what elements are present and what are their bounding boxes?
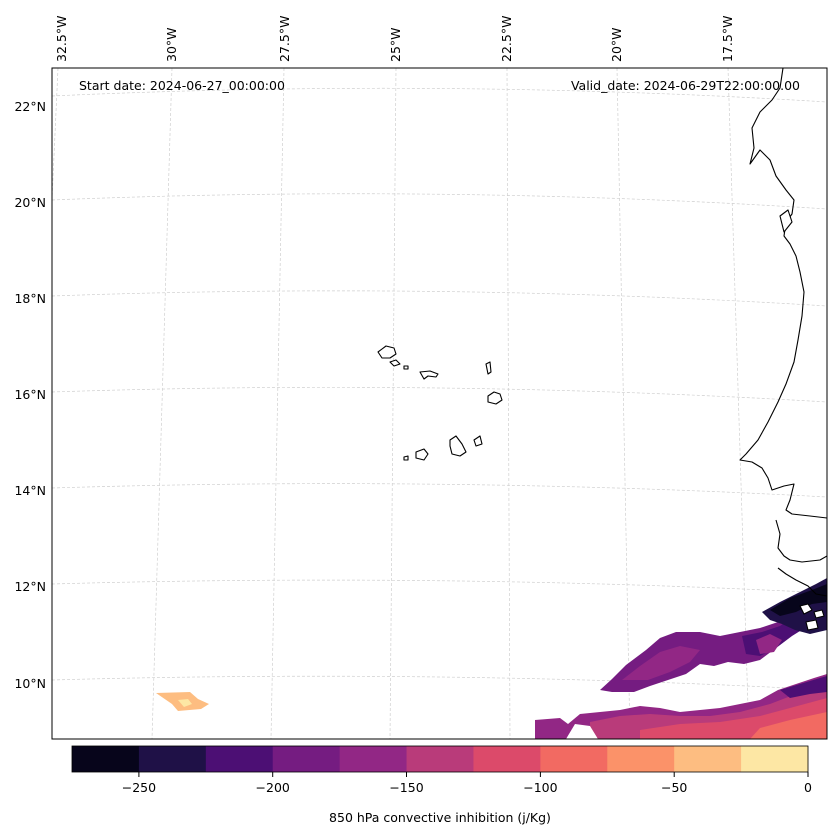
lon-label-20w: 20°W: [609, 27, 624, 62]
colorbar-ticks: [138, 772, 809, 777]
longitude-gridlines: [52, 68, 750, 739]
lon-label-30w: 30°W: [164, 27, 179, 62]
lon-label-32-5w: 32.5°W: [54, 16, 69, 62]
longitude-labels: 32.5°W 30°W 27.5°W 25°W 22.5°W 20°W 17.5…: [54, 16, 735, 62]
sao-nicolau-island: [419, 370, 439, 380]
cin-band-middle-magenta: [756, 634, 782, 654]
colorbar-tick-minus-100: −100: [523, 780, 557, 795]
lon-label-27-5w: 27.5°W: [277, 16, 292, 62]
colorbar-swatch-3: [272, 746, 341, 772]
colorbar-tick-minus-150: −150: [389, 780, 423, 795]
colorbar-swatch-9: [674, 746, 742, 772]
colorbar-swatch-1: [138, 746, 207, 772]
latitude-labels: 22°N 20°N 18°N 16°N 14°N 12°N 10°N: [14, 99, 46, 691]
lon-label-17-5w: 17.5°W: [720, 16, 735, 62]
canary-island-fragment: [779, 209, 793, 233]
guinea-bissau-coast: [777, 567, 827, 597]
lat-label-22n: 22°N: [14, 99, 46, 114]
senegal-gambia-coast: [775, 519, 827, 563]
colorbar: −250 −200 −150 −100 −50 0 850 hPa convec…: [71, 745, 812, 825]
fogo-island: [415, 448, 429, 461]
lat-label-18n: 18°N: [14, 291, 46, 306]
colorbar-label: 850 hPa convective inhibition (j/Kg): [329, 810, 551, 825]
cabo-verde-islands: [377, 345, 503, 461]
lat-label-12n: 12°N: [14, 579, 46, 594]
colorbar-tick-0: 0: [804, 780, 812, 795]
cin-field: [156, 578, 827, 739]
colorbar-swatch-6: [473, 746, 541, 772]
lat-label-16n: 16°N: [14, 387, 46, 402]
colorbar-swatches: [72, 746, 809, 772]
lon-label-25w: 25°W: [388, 27, 403, 62]
cin-band-south-dark: [780, 676, 827, 698]
boa-vista-island: [487, 391, 503, 405]
lon-label-22-5w: 22.5°W: [499, 16, 514, 62]
colorbar-tick-minus-50: −50: [661, 780, 687, 795]
colorbar-swatch-2: [205, 746, 274, 772]
colorbar-tick-minus-200: −200: [256, 780, 290, 795]
lat-label-20n: 20°N: [14, 195, 46, 210]
valid-date-label: Valid_date: 2024-06-29T22:00:00.00: [571, 78, 800, 93]
colorbar-swatch-5: [406, 746, 474, 772]
maio-island: [473, 435, 483, 447]
bijagos-islands: [799, 603, 825, 631]
african-coastline: [739, 68, 827, 519]
map-plot-area: [52, 68, 827, 739]
santiago-island: [449, 435, 467, 457]
colorbar-tick-minus-250: −250: [122, 780, 156, 795]
sal-island: [485, 361, 492, 375]
cin-band-south-3: [750, 712, 827, 739]
lat-label-14n: 14°N: [14, 483, 46, 498]
colorbar-swatch-0: [72, 746, 140, 772]
colorbar-swatch-10: [741, 746, 809, 772]
colorbar-swatch-8: [607, 746, 675, 772]
cin-band-middle-inner: [622, 646, 700, 680]
sao-vicente-island: [389, 359, 401, 367]
colorbar-swatch-4: [339, 746, 408, 772]
start-date-label: Start date: 2024-06-27_00:00:00: [79, 78, 285, 93]
colorbar-swatch-7: [540, 746, 608, 772]
brava-island: [403, 455, 409, 461]
colorbar-frame: [71, 745, 809, 773]
cin-band-south-gap: [566, 724, 598, 739]
lat-label-10n: 10°N: [14, 676, 46, 691]
latitude-gridlines: [52, 87, 827, 691]
santa-luzia-island: [403, 365, 409, 370]
santo-antao-island: [377, 345, 397, 359]
map-frame: [51, 67, 828, 740]
cin-band-middle-darkest: [770, 584, 827, 616]
cin-patch-west-core: [178, 699, 192, 707]
